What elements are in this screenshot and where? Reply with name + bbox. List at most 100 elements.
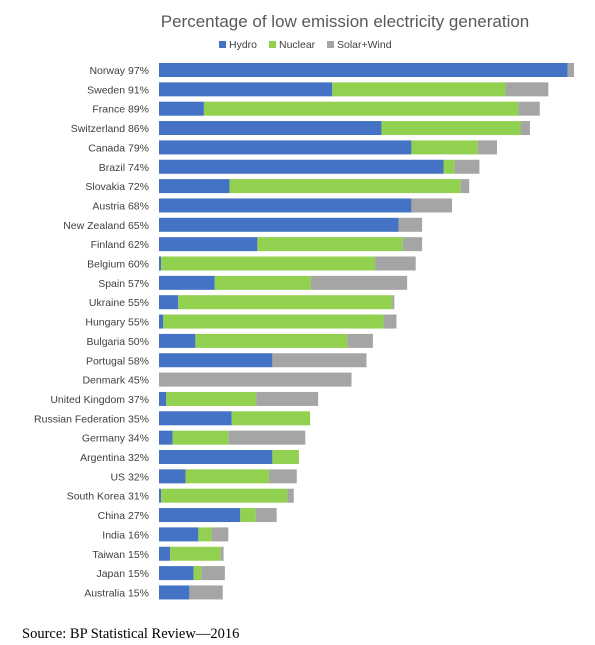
bar-nuclear-ukraine-55: [178, 295, 393, 310]
bar-hydro-japan-15: [159, 566, 194, 581]
category-label-denmark-45: Denmark 45%: [82, 375, 149, 387]
category-label-argentina-32: Argentina 32%: [80, 452, 149, 464]
bar-hydro-canada-79: [159, 140, 412, 155]
legend-label-hydro: Hydro: [229, 39, 257, 51]
bar-hydro-portugal-58: [159, 353, 273, 368]
bar-hydro-spain-57: [159, 275, 215, 290]
bar-solar-wind-china-27: [255, 508, 277, 523]
bar-hydro-australia-15: [159, 585, 190, 600]
bar-hydro-united-kingdom-37: [159, 391, 167, 406]
chart-title: Percentage of low emission electricity g…: [161, 12, 530, 31]
bar-solar-wind-spain-57: [310, 275, 408, 290]
bar-solar-wind-japan-15: [201, 566, 225, 581]
category-label-belgium-60: Belgium 60%: [87, 259, 149, 271]
category-label-ukraine-55: Ukraine 55%: [89, 297, 149, 309]
bar-solar-wind-us-32: [268, 469, 297, 484]
bar-nuclear-germany-34: [172, 430, 229, 445]
bar-hydro-brazil-74: [159, 159, 444, 174]
bar-solar-wind-ukraine-55: [392, 295, 395, 310]
bar-hydro-hungary-55: [159, 314, 164, 329]
bar-solar-wind-hungary-55: [383, 314, 397, 329]
bar-solar-wind-switzerland-86: [520, 121, 530, 136]
bar-nuclear-argentina-32: [272, 450, 299, 464]
bar-solar-wind-sweden-91: [505, 82, 549, 97]
bar-nuclear-france-89: [203, 101, 519, 116]
bar-nuclear-south-korea-31: [161, 488, 288, 503]
bar-hydro-belgium-60: [159, 256, 162, 271]
category-label-russian-federation-35: Russian Federation 35%: [34, 413, 149, 425]
legend-label-solar-wind: Solar+Wind: [337, 39, 392, 51]
bar-nuclear-brazil-74: [443, 159, 455, 174]
bar-solar-wind-south-korea-31: [287, 488, 294, 503]
category-label-germany-34: Germany 34%: [82, 433, 149, 445]
legend: Hydro Nuclear Solar+Wind: [219, 39, 392, 51]
bar-nuclear-finland-62: [257, 237, 403, 252]
bar-solar-wind-norway-97: [567, 63, 574, 77]
category-label-australia-15: Australia 15%: [84, 587, 149, 599]
bar-hydro-switzerland-86: [159, 121, 382, 136]
category-label-portugal-58: Portugal 58%: [86, 355, 149, 367]
bar-hydro-india-16: [159, 527, 199, 542]
category-labels: Norway 97% Sweden 91% France 89% Switzerlan…: [34, 65, 149, 599]
category-label-taiwan-15: Taiwan 15%: [92, 549, 149, 561]
bar-nuclear-sweden-91: [332, 82, 506, 97]
bar-hydro-bulgaria-50: [159, 333, 196, 348]
bars: [159, 63, 574, 600]
bar-hydro-norway-97: [159, 63, 568, 77]
bar-solar-wind-denmark-45: [159, 372, 352, 387]
category-label-united-kingdom-37: United Kingdom 37%: [50, 394, 149, 406]
bar-hydro-china-27: [159, 508, 241, 523]
bar-nuclear-switzerland-86: [381, 121, 521, 136]
bar-solar-wind-austria-68: [411, 198, 453, 213]
bar-hydro-austria-68: [159, 198, 412, 213]
source-note: Source: BP Statistical Review—2016: [22, 626, 240, 642]
bar-solar-wind-taiwan-15: [220, 546, 224, 561]
category-label-india-16: India 16%: [102, 529, 149, 541]
bar-nuclear-canada-79: [411, 140, 478, 155]
category-label-brazil-74: Brazil 74%: [99, 162, 149, 174]
bar-nuclear-bulgaria-50: [195, 333, 348, 348]
category-label-china-27: China 27%: [98, 510, 149, 522]
bar-nuclear-slovakia-72: [229, 179, 461, 194]
bar-solar-wind-new-zealand-65: [398, 217, 423, 232]
legend-label-nuclear: Nuclear: [279, 39, 316, 51]
bar-solar-wind-germany-34: [228, 430, 306, 445]
legend-swatch-nuclear: [269, 41, 276, 48]
bar-solar-wind-belgium-60: [375, 256, 416, 271]
bar-solar-wind-finland-62: [402, 237, 423, 252]
bar-hydro-sweden-91: [159, 82, 333, 97]
bar-nuclear-us-32: [185, 469, 269, 484]
category-label-hungary-55: Hungary 55%: [85, 317, 149, 329]
bar-nuclear-japan-15: [193, 566, 202, 581]
category-label-new-zealand-65: New Zealand 65%: [63, 220, 149, 232]
category-label-finland-62: Finland 62%: [91, 239, 149, 251]
bar-nuclear-united-kingdom-37: [166, 391, 257, 406]
bar-hydro-russian-federation-35: [159, 411, 232, 426]
bar-solar-wind-canada-79: [477, 140, 497, 155]
bar-solar-wind-bulgaria-50: [347, 333, 373, 348]
bar-nuclear-belgium-60: [161, 256, 376, 271]
bar-nuclear-india-16: [198, 527, 212, 542]
bar-solar-wind-united-kingdom-37: [256, 391, 319, 406]
category-label-us-32: US 32%: [110, 471, 149, 483]
bar-nuclear-taiwan-15: [170, 546, 221, 561]
category-label-bulgaria-50: Bulgaria 50%: [87, 336, 149, 348]
category-label-slovakia-72: Slovakia 72%: [85, 181, 149, 193]
legend-swatch-solar-wind: [327, 41, 334, 48]
bar-solar-wind-india-16: [211, 527, 229, 542]
bar-hydro-ukraine-55: [159, 295, 179, 310]
bar-solar-wind-france-89: [518, 101, 540, 116]
category-label-switzerland-86: Switzerland 86%: [71, 123, 149, 135]
stacked-bar-chart: Percentage of low emission electricity g…: [34, 12, 574, 600]
category-label-canada-79: Canada 79%: [88, 142, 149, 154]
bar-solar-wind-brazil-74: [454, 159, 480, 174]
category-label-japan-15: Japan 15%: [96, 568, 149, 580]
bar-hydro-germany-34: [159, 430, 173, 445]
bar-nuclear-china-27: [240, 508, 256, 523]
bar-hydro-slovakia-72: [159, 179, 230, 194]
category-label-south-korea-31: South Korea 31%: [67, 491, 149, 503]
bar-hydro-us-32: [159, 469, 186, 484]
category-label-spain-57: Spain 57%: [98, 278, 149, 290]
legend-swatch-hydro: [219, 41, 226, 48]
bar-hydro-argentina-32: [159, 450, 273, 464]
